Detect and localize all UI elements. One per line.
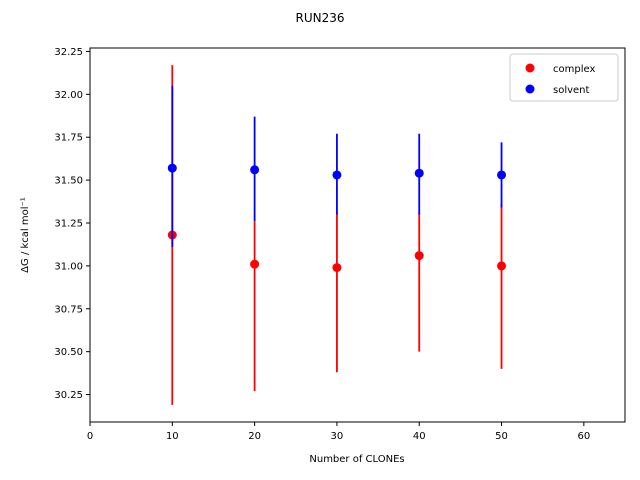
y-tick-label: 30.75 [54, 304, 83, 315]
legend-marker-complex [525, 63, 535, 73]
legend: complex solvent [509, 53, 619, 102]
series-solvent [167, 85, 507, 248]
solvent-point [414, 168, 424, 178]
legend-marker-solvent [525, 84, 535, 94]
y-tick-label: 31.00 [54, 261, 83, 272]
y-tick-label: 30.25 [54, 390, 83, 401]
y-tick-label: 31.25 [54, 218, 83, 229]
y-tick-label: 32.00 [54, 90, 83, 101]
solvent-point [497, 170, 507, 180]
x-tick-label: 60 [577, 431, 590, 442]
x-axis: 0 10 20 30 40 50 60 [87, 422, 590, 442]
y-axis: 30.25 30.50 30.75 31.00 31.25 31.50 31.75 32.00… [54, 47, 90, 401]
complex-point [497, 261, 507, 271]
y-tick-label: 31.75 [54, 133, 83, 144]
x-tick-label: 10 [166, 431, 179, 442]
solvent-point [250, 165, 260, 175]
legend-label-complex: complex [553, 64, 595, 75]
y-tick-label: 30.50 [54, 347, 83, 358]
x-tick-label: 0 [87, 431, 93, 442]
x-axis-title: Number of CLONEs [309, 454, 404, 465]
y-tick-label: 32.25 [54, 47, 83, 58]
plot-area [167, 65, 507, 405]
solvent-point [332, 170, 342, 180]
y-axis-title: ΔG / kcal mol⁻¹ [20, 197, 31, 273]
complex-point [332, 263, 342, 273]
x-tick-label: 50 [495, 431, 508, 442]
x-tick-label: 20 [248, 431, 261, 442]
x-tick-label: 40 [413, 431, 426, 442]
series-complex [167, 65, 507, 405]
legend-box [509, 53, 619, 102]
complex-point [250, 259, 260, 269]
chart-title: RUN236 [295, 11, 344, 25]
x-tick-label: 30 [331, 431, 344, 442]
legend-label-solvent: solvent [553, 85, 590, 96]
solvent-point [167, 163, 177, 173]
axes-frame [89, 47, 626, 423]
complex-point [414, 251, 424, 261]
y-tick-label: 31.50 [54, 176, 83, 187]
